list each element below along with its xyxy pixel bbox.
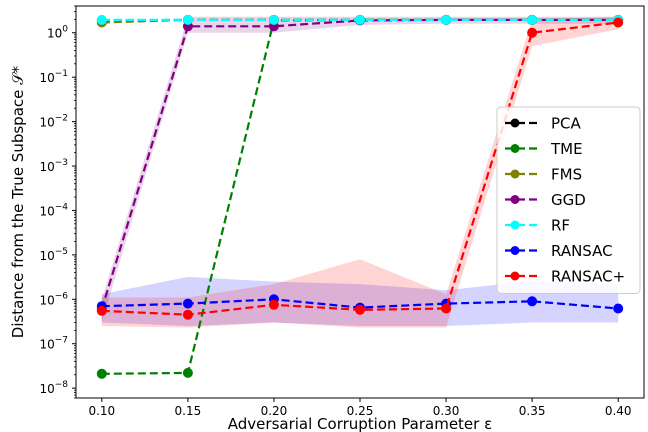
legend-item-pca: PCA: [505, 115, 582, 133]
x-tick-label: 0.10: [88, 404, 115, 418]
x-tick-label: 0.25: [347, 404, 374, 418]
legend-item-ransac-plus: RANSAC+: [505, 268, 625, 286]
y-axis-label: Distance from the True Subspace 𝒮*: [9, 65, 27, 338]
y-tick-label: 10−3: [39, 158, 68, 174]
legend-item-ransac: RANSAC: [505, 242, 613, 260]
y-axis: 10−8 10−7 10−6 10−5 10−4 10−3 10−2 10−1 100: [39, 5, 76, 399]
legend-marker: [510, 169, 520, 179]
point-ransac-plus: [268, 299, 279, 310]
x-axis: 0.10 0.15 0.20 0.25 0.30 0.35 0.40: [88, 398, 632, 418]
series-ransac-plus: [96, 17, 624, 320]
point-ransac-plus: [355, 304, 365, 315]
legend-item-fms: FMS: [505, 166, 582, 184]
x-axis-label: Adversarial Corruption Parameter ε: [228, 415, 492, 432]
legend-label: GGD: [551, 191, 586, 209]
point-ransac-plus: [441, 303, 452, 314]
y-tick-label: 10−6: [39, 291, 68, 307]
x-tick-label: 0.15: [175, 404, 202, 418]
y-tick-label: 10−1: [39, 69, 68, 85]
point-rf: [527, 14, 538, 25]
point-tme: [96, 368, 107, 379]
legend-item-tme: TME: [505, 140, 583, 158]
legend-label: RANSAC: [551, 242, 613, 260]
legend-label: TME: [550, 140, 583, 158]
y-tick-label: 10−4: [39, 202, 68, 218]
point-ransac: [613, 303, 624, 314]
point-ransac-plus: [613, 17, 624, 28]
x-tick-label: 0.20: [261, 404, 288, 418]
legend-label: RF: [551, 217, 570, 235]
legend-marker: [510, 144, 520, 153]
series-lines: [96, 14, 624, 379]
legend-label: PCA: [551, 115, 582, 133]
point-ransac: [527, 296, 538, 307]
point-rf: [268, 14, 279, 25]
y-tick-label: 10−5: [39, 247, 68, 263]
x-tick-label: 0.40: [605, 404, 632, 418]
y-tick-label: 10−7: [39, 336, 68, 352]
band-ransac-plus: [101, 16, 619, 328]
legend-marker: [510, 246, 520, 255]
point-ransac-plus: [182, 309, 193, 320]
legend: PCA TME FMS GGD RF RANSAC RANSAC+: [496, 106, 641, 294]
point-rf: [355, 14, 365, 25]
point-ransac-plus: [96, 305, 107, 316]
legend-label: FMS: [551, 166, 582, 184]
point-rf: [182, 14, 193, 25]
point-rf: [441, 14, 452, 25]
legend-marker: [510, 271, 520, 281]
point-ransac: [182, 298, 193, 309]
confidence-bands: [101, 16, 619, 328]
x-tick-label: 0.35: [519, 404, 546, 418]
y-tick-label: 10−2: [39, 114, 68, 130]
y-tick-label: 100: [47, 25, 68, 41]
point-ransac-plus: [527, 27, 538, 38]
legend-label: RANSAC+: [551, 268, 625, 286]
legend-marker: [510, 220, 520, 230]
legend-item-rf: RF: [505, 217, 570, 235]
legend-frame: [496, 106, 641, 294]
band-ransac: [101, 276, 619, 326]
x-tick-label: 0.30: [433, 404, 460, 418]
point-tme: [182, 367, 193, 378]
point-rf: [96, 14, 107, 25]
y-tick-label: 10−8: [39, 380, 68, 396]
legend-marker: [510, 195, 520, 204]
legend-marker: [510, 118, 520, 128]
legend-item-ggd: GGD: [505, 191, 586, 209]
